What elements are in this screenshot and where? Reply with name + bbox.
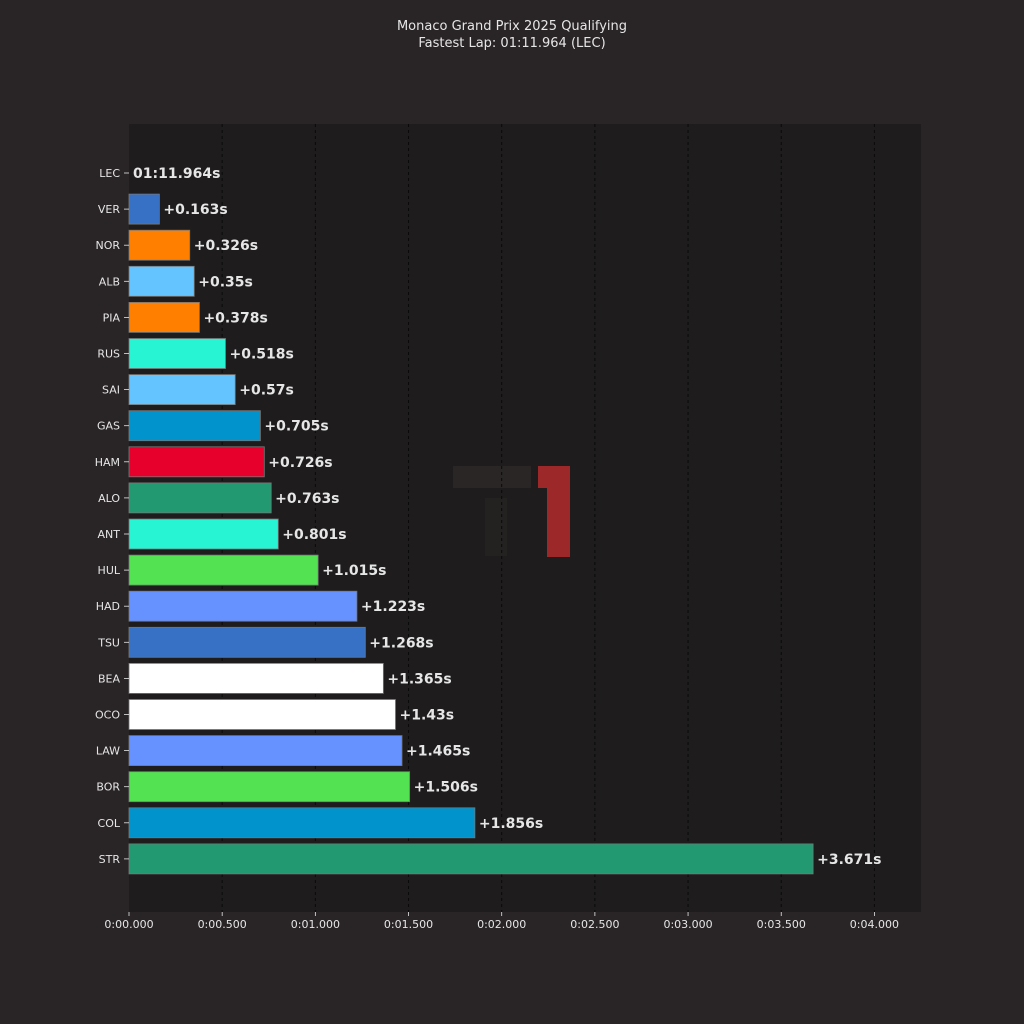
y-tick-label: GAS xyxy=(97,420,120,433)
y-tick-label: HAM xyxy=(95,456,120,469)
watermark-part xyxy=(538,466,570,557)
bar xyxy=(128,518,279,550)
x-tick-label: 0:02.000 xyxy=(477,918,526,931)
value-label: +0.726s xyxy=(268,455,332,471)
bar xyxy=(128,663,384,694)
y-tick-label: TSU xyxy=(97,636,120,649)
x-tick-label: 0:01.500 xyxy=(384,918,433,931)
y-tick-label: BOR xyxy=(96,781,120,794)
value-label: +0.705s xyxy=(264,419,328,435)
value-label: +3.671s xyxy=(817,852,881,868)
y-tick-label: PIA xyxy=(103,311,121,324)
y-tick-label: VER xyxy=(98,203,120,216)
value-label: +1.43s xyxy=(399,708,454,724)
bar xyxy=(128,301,200,333)
bar xyxy=(128,265,195,297)
y-tick-label: LEC xyxy=(99,167,120,180)
bar xyxy=(128,843,814,875)
y-tick-label: STR xyxy=(99,853,121,866)
y-tick-label: ANT xyxy=(98,528,121,541)
bar xyxy=(128,446,265,478)
bar xyxy=(128,338,226,369)
x-tick-label: 0:02.500 xyxy=(570,918,619,931)
x-tick-label: 0:00.500 xyxy=(198,918,247,931)
bar xyxy=(128,590,358,622)
x-tick-label: 0:01.000 xyxy=(291,918,340,931)
y-tick-label: HUL xyxy=(98,564,121,577)
y-tick-label: BEA xyxy=(98,672,120,685)
y-tick-label: ALO xyxy=(98,492,120,505)
bar xyxy=(128,699,396,730)
bar xyxy=(128,771,411,803)
y-tick-label: COL xyxy=(98,817,121,830)
value-label: +0.378s xyxy=(203,310,267,326)
chart-subtitle: Fastest Lap: 01:11.964 (LEC) xyxy=(418,36,606,51)
y-tick-label: ALB xyxy=(99,275,120,288)
y-tick-label: NOR xyxy=(95,239,120,252)
axes: 0:00.000 0:00.500 0:01.000 0:01.500 0:02.000… xyxy=(95,167,899,931)
value-label: +1.506s xyxy=(414,780,478,796)
x-tick-label: 0:03.000 xyxy=(663,918,712,931)
value-label: +0.763s xyxy=(275,491,339,507)
x-tick-label: 0:03.500 xyxy=(757,918,806,931)
watermark-part xyxy=(485,498,507,556)
bars: 01:11.964s +0.163s +0.326s +0.35s +0.378s +0.… xyxy=(128,166,881,875)
x-tick-label: 0:00.000 xyxy=(104,918,153,931)
value-label: +1.223s xyxy=(361,599,425,615)
value-label: 01:11.964s xyxy=(133,166,220,182)
chart-title: Monaco Grand Prix 2025 Qualifying xyxy=(396,19,628,34)
value-label: +0.57s xyxy=(239,383,294,399)
bar xyxy=(128,374,236,406)
y-tick-label: SAI xyxy=(102,384,120,397)
value-label: +1.365s xyxy=(387,671,451,687)
value-label: +1.268s xyxy=(369,635,433,651)
value-label: +0.801s xyxy=(282,527,346,543)
value-label: +1.015s xyxy=(322,563,386,579)
y-tick-label: RUS xyxy=(97,348,120,361)
bar xyxy=(128,229,191,261)
value-label: +0.518s xyxy=(230,347,294,363)
y-tick-label: HAD xyxy=(96,600,120,613)
bar xyxy=(128,554,319,586)
watermark-part xyxy=(453,466,531,488)
bar xyxy=(128,193,160,225)
bar xyxy=(128,626,366,658)
value-label: +0.35s xyxy=(198,274,253,290)
bar xyxy=(128,482,272,514)
f1-logo-icon xyxy=(453,466,570,557)
value-label: +0.326s xyxy=(194,238,258,254)
value-label: +0.163s xyxy=(163,202,227,218)
y-tick-label: LAW xyxy=(96,745,120,758)
value-label: +1.465s xyxy=(406,744,470,760)
bar xyxy=(128,410,261,442)
x-tick-label: 0:04.000 xyxy=(850,918,899,931)
value-label: +1.856s xyxy=(479,816,543,832)
y-tick-label: OCO xyxy=(95,709,120,722)
bar xyxy=(128,735,403,766)
bar xyxy=(128,807,476,839)
